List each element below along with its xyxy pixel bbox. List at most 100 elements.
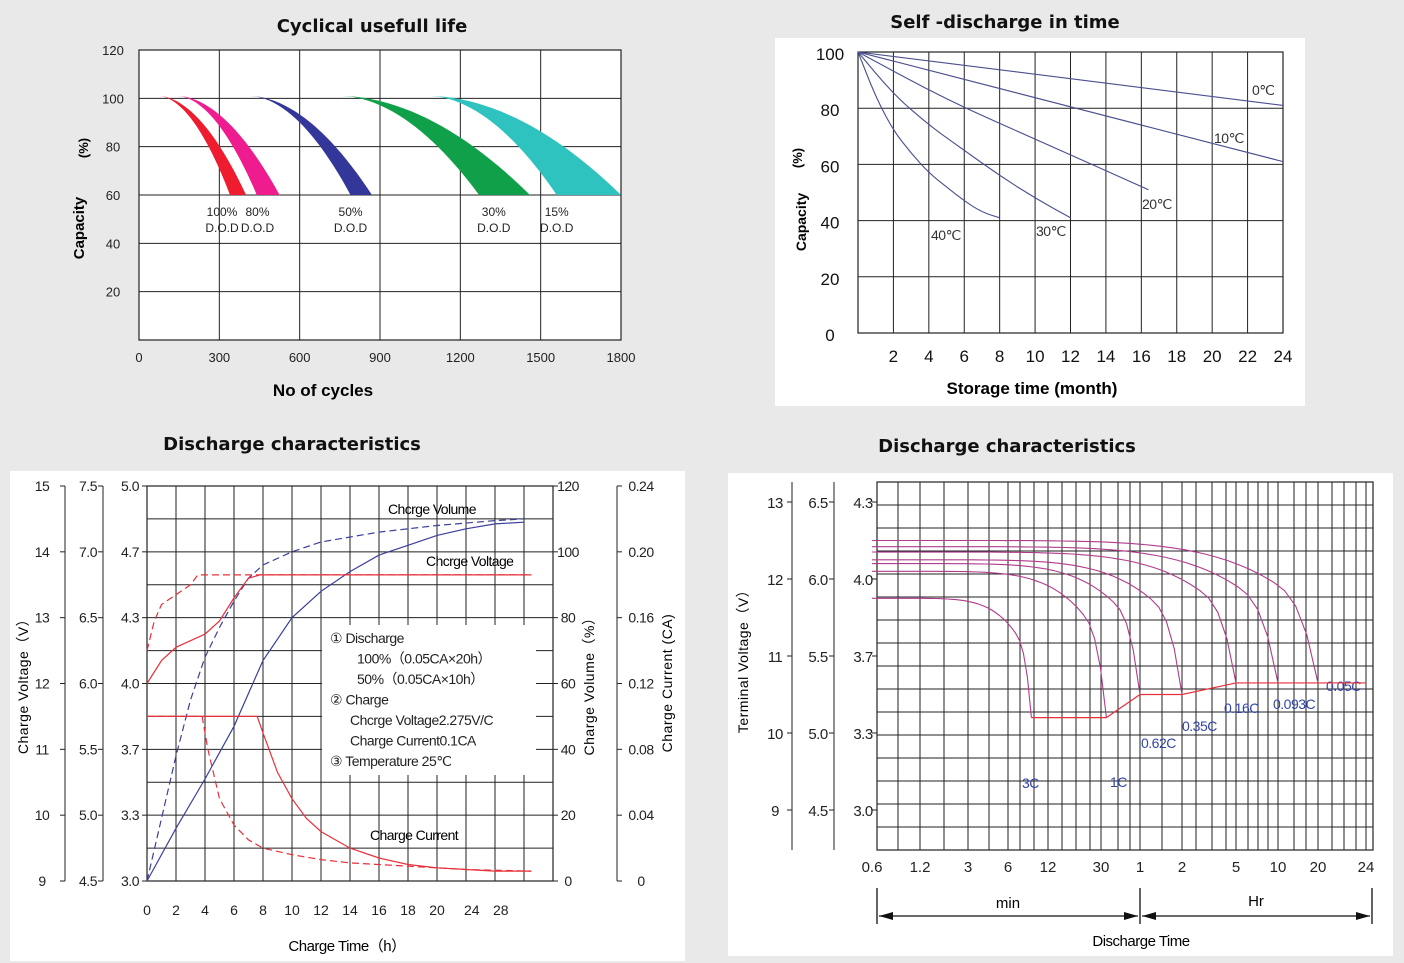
ch-x-tick: 8 — [259, 902, 267, 918]
ch-right-tick-label: 60 — [561, 676, 576, 692]
sd-line-10℃ — [857, 51, 1284, 163]
dc-x-tick: 30 — [1093, 859, 1110, 876]
cycle-areas: 100%D.O.D80%D.O.D50%D.O.D30%D.O.D15%D.O.… — [157, 95, 621, 235]
ch-series-0 — [146, 521, 525, 882]
ch-right-tick-label: 40 — [561, 741, 576, 757]
dc-left-tick-label: 3.0 — [853, 803, 873, 820]
sd-x-tick: 20 — [1203, 347, 1222, 366]
cycle-x-tick: 600 — [289, 350, 311, 365]
charge-ylabel-current: Charge Current (CA) — [659, 614, 675, 753]
dc-x-tick: 1 — [1136, 859, 1144, 876]
ch-legend-line: ③ Temperature 25℃ — [330, 753, 451, 769]
dc-arrowhead — [1356, 912, 1370, 920]
cycle-area-50pct — [248, 95, 372, 195]
charge-chart-title: Discharge characteristics — [163, 434, 421, 455]
cycle-y-tick: 120 — [102, 43, 124, 58]
dc-x-tick: 10 — [1270, 859, 1287, 876]
cycle-label-dod: D.O.D — [334, 221, 368, 235]
dc-arrowhead — [879, 912, 893, 920]
ch-x-tick: 6 — [230, 902, 238, 918]
sd-y-tick: 0 — [825, 326, 834, 345]
dc-left-tick-label: 6.0 — [808, 572, 828, 589]
dc-x-tick: 20 — [1310, 859, 1327, 876]
ch-left-tick-label: 7.5 — [79, 478, 98, 494]
ch-right-tick-label: 0.12 — [628, 676, 654, 692]
dc-left-tick-label: 10 — [767, 726, 783, 743]
sd-x-tick: 8 — [995, 347, 1004, 366]
ch-x-tick: 12 — [313, 902, 329, 918]
dc-left-tick-label: 12 — [767, 572, 783, 589]
discharge-grid: 0.6 1.2 3 6 12 30 1 2 5 10 20 24 — [862, 481, 1374, 876]
sd-y-tick: 20 — [821, 270, 840, 289]
charge-current-label: Charge Current — [370, 827, 459, 843]
cycle-x-tick: 1500 — [526, 350, 555, 365]
ch-left-tick-label: 5.0 — [79, 807, 98, 823]
ch-legend-line: Chcrge Voltage2.275V/C — [350, 712, 493, 728]
ch-legend-line: 50%（0.05CA×10h） — [357, 671, 484, 687]
discharge-axes: 9 10 11 12 13 4.5 5.0 5.5 6.0 6.5 3.0 3.3 3.7 4.0 4.3 — [767, 482, 878, 850]
dc-x-tick: 5 — [1232, 859, 1240, 876]
dc-left-tick-label: 6.5 — [808, 495, 828, 512]
sd-x-tick: 18 — [1167, 347, 1186, 366]
sd-x-tick: 4 — [924, 347, 933, 366]
ch-left-tick-label: 14 — [35, 544, 50, 560]
cycle-xlabel: No of cycles — [273, 381, 373, 400]
ch-left-tick-label: 7.0 — [79, 544, 98, 560]
cycle-ylabel: Capacity — [71, 196, 88, 259]
ch-left-tick-label: 13 — [35, 610, 50, 626]
ch-left-tick-label: 15 — [35, 478, 50, 494]
charge-xlabel: Charge Time（h） — [288, 938, 405, 955]
ch-right-tick-label: 100 — [557, 544, 580, 560]
dc-curve-1C — [872, 570, 1107, 718]
sd-x-tick: 24 — [1274, 347, 1293, 366]
cycle-y-tick: 60 — [106, 188, 120, 203]
ch-legend-line: ① Discharge — [330, 630, 405, 646]
discharge-group-min: min — [996, 895, 1020, 912]
ch-right-tick-label: 0.04 — [628, 807, 654, 823]
charge-legend: ① Discharge 100%（0.05CA×20h） 50%（0.05CA×10… — [330, 630, 494, 769]
ch-left-tick-label: 12 — [35, 676, 50, 692]
dc-x-tick: 1.2 — [910, 859, 931, 876]
discharge-ylabel: Terminal Voltage（V） — [735, 583, 751, 733]
dc-left-tick-label: 3.7 — [853, 649, 873, 666]
sd-line-0℃ — [857, 51, 1284, 106]
sd-x-tick: 12 — [1061, 347, 1080, 366]
self-discharge-chart-title: Self -discharge in time — [890, 12, 1120, 33]
sd-x-tick: 2 — [889, 347, 898, 366]
sd-x-tick: 10 — [1026, 347, 1045, 366]
cycle-x-tick: 0 — [135, 350, 142, 365]
dc-x-tick: 3 — [964, 859, 972, 876]
dc-series-label: 3C — [1022, 775, 1039, 791]
ch-x-tick: 0 — [143, 902, 151, 918]
self-discharge-lines: 0℃ 10℃ 20℃ 30℃ 40℃ — [857, 51, 1284, 243]
ch-series-3 — [146, 574, 532, 651]
cycle-y-tick: 100 — [102, 91, 124, 106]
charge-voltage-label: Chcrge Voltage — [426, 553, 514, 569]
ch-x-tick: 10 — [284, 902, 300, 918]
dc-x-tick: 0.6 — [862, 859, 883, 876]
cycle-area-80pct — [176, 95, 280, 195]
dc-x-tick: 6 — [1004, 859, 1012, 876]
ch-right-tick-label: 0.08 — [628, 741, 654, 757]
ch-right-tick-label: 0.16 — [628, 610, 654, 626]
sd-y-tick: 100 — [816, 45, 844, 64]
dc-arrowhead — [1124, 912, 1138, 920]
charge-ylabel-left: Charge Voltage（V） — [15, 612, 31, 754]
dc-x-tick: 12 — [1040, 859, 1057, 876]
ch-left-tick-label: 5.0 — [121, 478, 140, 494]
ch-right-tick-label: 0 — [564, 873, 572, 889]
cycle-label-pct: 15% — [545, 205, 569, 219]
charge-ylabel-volume: Charge Volume（%） — [581, 611, 597, 756]
ch-x-tick: 18 — [400, 902, 416, 918]
ch-right-tick-label: 0.20 — [628, 544, 654, 560]
ch-right-tick-label: 20 — [561, 807, 576, 823]
sd-series-label: 20℃ — [1142, 196, 1172, 212]
sd-y-tick: 40 — [821, 214, 840, 233]
ch-right-tick-label: 0.24 — [628, 478, 654, 494]
cycle-label-pct: 100% — [207, 205, 238, 219]
ch-x-tick: 14 — [342, 902, 358, 918]
discharge-xlabel: Discharge Time — [1092, 933, 1189, 950]
